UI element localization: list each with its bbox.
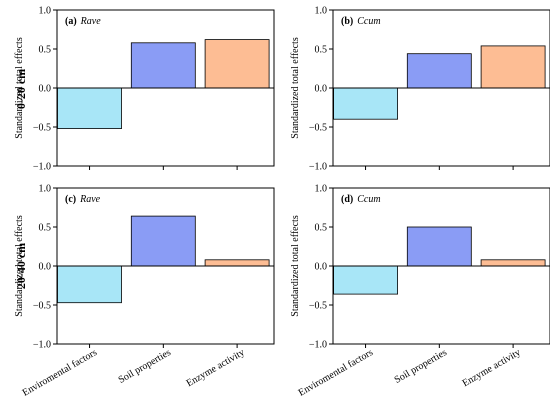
- y-tick-label-d-3: −0.5: [309, 301, 327, 312]
- y-tick-label-b-1: 0.5: [315, 45, 328, 56]
- bar-d-3: [480, 259, 546, 267]
- bar-b-2: [406, 53, 472, 89]
- y-tick-label-a-3: −0.5: [33, 123, 51, 134]
- y-axis-label-a: Standardized total effects: [14, 37, 25, 139]
- bar-b-1: [333, 87, 399, 120]
- y-tick-label-b-3: −0.5: [309, 123, 327, 134]
- panel-label-c: (c) Rave: [65, 194, 101, 205]
- panel-name-a: Rave: [80, 16, 102, 27]
- bar-a-2: [130, 42, 196, 89]
- bar-c-2: [130, 215, 196, 267]
- panel-label-d: (d) Ccum: [341, 194, 381, 205]
- y-axis-label-d: Standardized total effects: [290, 215, 301, 317]
- x-category-label-d-3: Enzyme activity: [461, 347, 523, 389]
- bar-d-2: [406, 226, 472, 267]
- panel-letter-c: (c): [65, 194, 76, 205]
- bar-c-3: [204, 259, 270, 267]
- y-tick-label-c-0: 1.0: [39, 184, 52, 195]
- bar-a-3: [204, 39, 270, 89]
- bar-d-1: [333, 265, 399, 295]
- panel-letter-a: (a): [65, 16, 77, 27]
- panel-b: 1.0 0.5 0.0 −0.5 −1.0 Standardized total effe…: [290, 6, 550, 173]
- bar-c-1: [57, 265, 122, 304]
- y-tick-label-c-1: 0.5: [39, 223, 52, 234]
- y-tick-label-d-0: 1.0: [315, 184, 328, 195]
- panel-letter-b: (b): [341, 16, 353, 27]
- y-tick-label-d-2: 0.0: [315, 262, 328, 273]
- panel-letter-d: (d): [341, 194, 353, 205]
- y-tick-label-a-1: 0.5: [39, 45, 52, 56]
- row-label-top: 0-20 cm: [14, 69, 28, 109]
- x-category-label-d-2: Soil properties: [393, 347, 449, 386]
- y-tick-label-d-4: −1.0: [309, 340, 327, 351]
- x-category-label-c-3: Enzyme activity: [185, 347, 247, 389]
- y-tick-label-b-0: 1.0: [315, 6, 328, 17]
- y-tick-label-c-4: −1.0: [33, 340, 51, 351]
- panel-label-a: (a) Rave: [65, 16, 101, 27]
- panel-d: 1.0 0.5 0.0 −0.5 −1.0 Standardized total effe…: [290, 184, 550, 399]
- panel-c: 1.0 0.5 0.0 −0.5 −1.0 Standardized total effe…: [14, 184, 275, 399]
- y-axis-label-b: Standardized total effects: [290, 37, 301, 139]
- y-tick-label-b-4: −1.0: [309, 162, 327, 173]
- panel-name-d: Ccum: [357, 194, 380, 205]
- bar-b-3: [480, 45, 546, 89]
- x-category-label-c-2: Soil properties: [117, 347, 173, 386]
- row-label-bottom: 20-40 cm: [14, 243, 28, 289]
- y-tick-label-a-0: 1.0: [39, 6, 52, 17]
- y-tick-label-d-1: 0.5: [315, 223, 328, 234]
- y-axis-label-c: Standardized total effects: [14, 215, 25, 317]
- panel-name-b: Ccum: [357, 16, 380, 27]
- panel-label-b: (b) Ccum: [341, 16, 381, 27]
- panel-name-c: Rave: [79, 194, 101, 205]
- bar-a-1: [57, 87, 122, 129]
- y-tick-label-c-2: 0.0: [39, 262, 52, 273]
- x-category-label-d-1: Enviromental factors: [297, 347, 375, 399]
- y-tick-label-c-3: −0.5: [33, 301, 51, 312]
- y-tick-label-a-4: −1.0: [33, 162, 51, 173]
- y-tick-label-a-2: 0.0: [39, 84, 52, 95]
- y-tick-label-b-2: 0.0: [315, 84, 328, 95]
- x-category-label-c-1: Enviromental factors: [21, 347, 99, 399]
- panel-a: 1.0 0.5 0.0 −0.5 −1.0 Standardized total effe…: [14, 6, 275, 173]
